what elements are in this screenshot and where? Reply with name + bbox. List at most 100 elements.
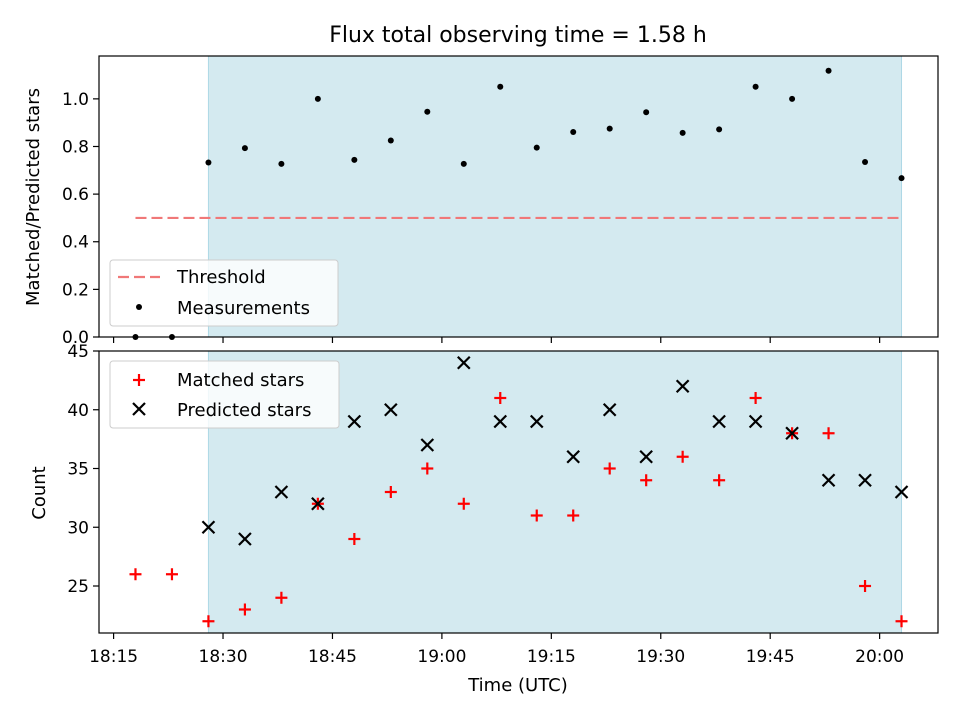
top-y-tick-label: 0.0 (62, 328, 89, 348)
chart-title: Flux total observing time = 1.58 h (329, 23, 707, 48)
measurement-point (533, 144, 540, 151)
bottom-y-tick-label: 25 (67, 577, 89, 597)
matched-star-marker (713, 474, 726, 487)
predicted-star-marker (639, 449, 653, 464)
bottom-y-ticks: 25 30 35 40 45 (67, 342, 99, 597)
predicted-star-marker (420, 438, 435, 452)
x-tick-label: 18:15 (89, 647, 138, 667)
matched-star-marker (603, 462, 616, 475)
x-tick-label: 19:15 (527, 647, 576, 667)
x-tick-label: 19:00 (417, 647, 466, 667)
predicted-star-marker (894, 485, 909, 499)
matched-star-marker (421, 462, 434, 475)
matched-star-marker (676, 450, 689, 463)
predicted-star-marker (748, 414, 763, 429)
measurement-point (679, 129, 686, 136)
measurement-point (716, 126, 723, 133)
matched-star-marker (129, 568, 142, 581)
matched-star-marker (165, 568, 178, 581)
measurement-point (460, 160, 467, 167)
predicted-star-marker (274, 485, 289, 499)
predicted-star-marker (712, 414, 726, 429)
top-plot-frame (98, 55, 939, 338)
bottom-y-axis-label: Count (29, 466, 50, 519)
top-y-tick-label: 0.2 (62, 280, 89, 300)
measurement-point (351, 156, 358, 163)
predicted-star-marker (566, 449, 580, 464)
predicted-star-marker (785, 426, 799, 441)
x-tick-label: 19:45 (746, 647, 795, 667)
measurement-point (789, 95, 796, 102)
measurement-point (570, 128, 577, 135)
predicted-star-marker (238, 532, 252, 546)
predicted-star-marker (311, 496, 325, 511)
measurement-point (314, 95, 321, 102)
matched-star-marker (202, 615, 215, 628)
predicted-star-marker (858, 473, 872, 488)
legend-measurements-label: Measurements (177, 298, 310, 319)
top-x-ticks (112, 337, 881, 343)
predicted-stars-points (201, 355, 909, 546)
measurement-point (241, 145, 248, 152)
measurement-point (643, 109, 650, 116)
x-tick-label: 20:00 (855, 647, 904, 667)
matched-star-marker (384, 486, 397, 498)
bottom-x-ticks: 18:15 18:30 18:45 19:00 19:15 19:30 19:45 20:00 (89, 633, 904, 667)
measurement-point (862, 158, 869, 165)
top-y-tick-label: 0.8 (62, 137, 89, 157)
bottom-panel: 25 30 35 40 45 18:15 18:30 18:45 19:00 19:15 19:3… (29, 342, 939, 696)
matched-star-marker (348, 533, 361, 545)
matched-star-marker (895, 615, 908, 628)
bottom-legend: Matched stars Predicted stars (109, 360, 340, 429)
measurement-point (606, 125, 613, 132)
measurement-point (387, 137, 394, 144)
legend-measurements-swatch (136, 304, 142, 310)
top-y-tick-label: 0.6 (62, 185, 89, 205)
legend-predicted-swatch (132, 402, 146, 416)
measurement-point (205, 159, 212, 166)
matched-star-marker (822, 427, 835, 440)
matched-stars-points (129, 392, 908, 628)
matched-star-marker (275, 591, 288, 604)
predicted-star-marker (821, 473, 836, 488)
matched-star-marker (457, 497, 470, 510)
predicted-star-marker (529, 414, 544, 429)
bottom-plot-frame (98, 350, 939, 634)
measurement-point (424, 108, 431, 115)
bottom-y-tick-label: 30 (67, 518, 89, 538)
x-tick-label: 19:30 (636, 647, 685, 667)
top-y-ticks: 0.0 0.2 0.4 0.6 0.8 1.0 (62, 90, 99, 348)
x-tick-label: 18:45 (308, 647, 357, 667)
measurement-point (898, 175, 905, 182)
matched-star-marker (494, 392, 507, 404)
measurement-point (278, 160, 285, 167)
bottom-y-tick-label: 35 (67, 460, 89, 480)
x-tick-label: 18:30 (199, 647, 248, 667)
bottom-y-tick-label: 45 (67, 342, 89, 362)
matched-star-marker (640, 474, 653, 487)
measurement-points (132, 67, 905, 340)
predicted-star-marker (675, 379, 690, 394)
top-y-tick-label: 1.0 (62, 90, 89, 110)
measurement-point (752, 83, 759, 90)
legend-threshold-label: Threshold (176, 267, 266, 288)
x-axis-label: Time (UTC) (467, 675, 568, 696)
top-y-tick-label: 0.4 (62, 233, 89, 253)
matched-star-marker (749, 392, 762, 404)
top-legend: Threshold Measurements (109, 259, 339, 327)
measurement-point (497, 83, 504, 90)
predicted-star-marker (384, 402, 398, 417)
predicted-star-marker (493, 414, 508, 429)
matched-star-marker (859, 580, 872, 592)
top-y-axis-label: Matched/Predicted stars (23, 88, 44, 306)
legend-predicted-label: Predicted stars (177, 400, 311, 421)
matched-star-marker (567, 509, 580, 522)
bottom-y-tick-label: 40 (67, 401, 89, 421)
bottom-legend-box (109, 360, 340, 429)
matched-star-marker (238, 603, 251, 616)
predicted-star-marker (347, 414, 362, 429)
predicted-star-marker (201, 520, 216, 535)
top-panel: 0.0 0.2 0.4 0.6 0.8 1.0 Matched/Predicted sta… (23, 55, 939, 348)
legend-matched-label: Matched stars (177, 370, 304, 391)
